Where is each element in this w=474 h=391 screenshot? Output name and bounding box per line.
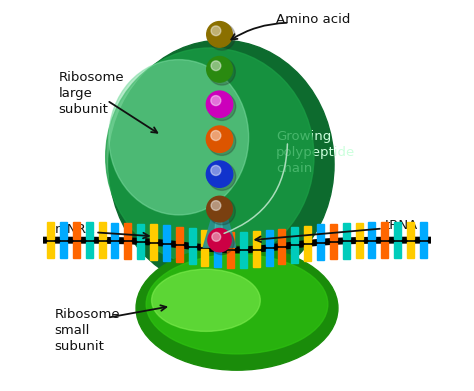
Circle shape: [206, 126, 233, 152]
Bar: [407, 222, 414, 239]
Bar: [368, 242, 375, 258]
Ellipse shape: [152, 269, 260, 332]
Bar: [265, 230, 273, 246]
Bar: [330, 224, 337, 240]
Bar: [317, 244, 324, 260]
Bar: [304, 226, 311, 242]
Bar: [214, 251, 221, 267]
Circle shape: [209, 23, 235, 50]
Bar: [420, 242, 427, 258]
Bar: [124, 242, 131, 259]
Bar: [407, 242, 414, 258]
Circle shape: [209, 198, 235, 225]
Text: tRNA: tRNA: [384, 219, 418, 232]
Bar: [73, 242, 80, 258]
Circle shape: [207, 22, 232, 47]
Bar: [356, 222, 363, 239]
Bar: [343, 223, 350, 239]
Bar: [99, 222, 106, 239]
Circle shape: [211, 61, 221, 71]
Bar: [420, 222, 427, 239]
Bar: [279, 228, 285, 245]
Bar: [240, 251, 247, 267]
Bar: [330, 243, 337, 259]
Bar: [189, 248, 195, 264]
Bar: [176, 246, 182, 262]
Bar: [137, 243, 144, 259]
Bar: [111, 242, 118, 258]
Bar: [214, 231, 221, 248]
Bar: [201, 249, 209, 265]
Bar: [47, 222, 54, 239]
Bar: [60, 242, 67, 258]
Bar: [253, 231, 260, 248]
Ellipse shape: [146, 255, 328, 354]
Circle shape: [208, 128, 236, 155]
Bar: [356, 242, 363, 258]
Bar: [279, 248, 285, 264]
Bar: [292, 227, 298, 243]
Bar: [47, 242, 54, 258]
Circle shape: [208, 228, 231, 252]
Bar: [304, 245, 311, 261]
Circle shape: [208, 93, 236, 120]
Circle shape: [208, 163, 236, 190]
Bar: [163, 245, 170, 261]
Bar: [343, 242, 350, 259]
Circle shape: [211, 165, 221, 176]
Text: Ribosome
small
subunit: Ribosome small subunit: [55, 308, 120, 353]
Bar: [111, 222, 118, 239]
Ellipse shape: [106, 48, 314, 265]
Bar: [86, 242, 93, 258]
Bar: [201, 230, 209, 246]
Circle shape: [207, 57, 232, 82]
Circle shape: [209, 58, 235, 85]
Bar: [227, 232, 234, 248]
Bar: [394, 222, 401, 239]
Bar: [189, 228, 195, 245]
Circle shape: [211, 131, 221, 140]
Circle shape: [207, 196, 232, 222]
Bar: [292, 246, 298, 263]
Bar: [86, 222, 93, 239]
Bar: [317, 224, 324, 241]
Text: Amino acid: Amino acid: [276, 13, 350, 26]
Polygon shape: [203, 215, 236, 247]
Polygon shape: [214, 222, 223, 245]
Bar: [176, 227, 182, 243]
Text: mNRA: mNRA: [55, 223, 95, 236]
Circle shape: [211, 26, 221, 36]
Bar: [99, 242, 106, 258]
Circle shape: [206, 91, 233, 117]
Bar: [381, 222, 388, 239]
Ellipse shape: [136, 246, 338, 370]
Bar: [381, 242, 388, 258]
Bar: [394, 242, 401, 258]
Ellipse shape: [109, 40, 334, 289]
Circle shape: [211, 201, 221, 210]
Ellipse shape: [109, 59, 249, 215]
Text: Growing
polypeptide
chain: Growing polypeptide chain: [276, 129, 355, 174]
Circle shape: [212, 233, 221, 241]
Circle shape: [210, 230, 234, 255]
Bar: [240, 232, 247, 248]
Bar: [150, 224, 157, 240]
Text: Ribosome
large
subunit: Ribosome large subunit: [58, 71, 124, 116]
Bar: [265, 249, 273, 266]
Circle shape: [206, 161, 233, 187]
Bar: [60, 222, 67, 239]
Bar: [163, 226, 170, 242]
Bar: [150, 244, 157, 260]
Bar: [124, 223, 131, 239]
Bar: [253, 251, 260, 267]
Bar: [227, 251, 234, 267]
Circle shape: [211, 95, 221, 106]
Bar: [137, 224, 144, 240]
Bar: [368, 222, 375, 239]
Bar: [73, 222, 80, 239]
